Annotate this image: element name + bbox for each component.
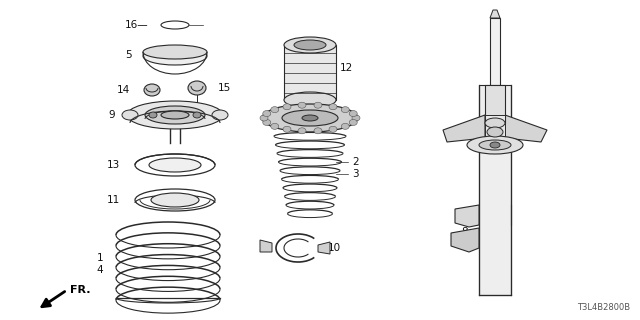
Ellipse shape — [329, 126, 337, 132]
Ellipse shape — [144, 84, 160, 96]
Ellipse shape — [349, 110, 357, 116]
Ellipse shape — [302, 115, 318, 121]
Polygon shape — [451, 228, 479, 252]
Ellipse shape — [341, 123, 349, 129]
Ellipse shape — [341, 107, 349, 113]
Ellipse shape — [282, 110, 338, 126]
Text: FR.: FR. — [70, 285, 90, 295]
Polygon shape — [260, 240, 272, 252]
Text: 13: 13 — [107, 160, 120, 170]
Bar — [485, 85, 505, 123]
Text: 1: 1 — [97, 253, 103, 263]
Bar — [485, 115, 505, 138]
Ellipse shape — [298, 128, 306, 134]
Text: 14: 14 — [116, 85, 130, 95]
Text: 4: 4 — [97, 265, 103, 275]
Polygon shape — [443, 115, 485, 142]
Text: T3L4B2800B: T3L4B2800B — [577, 303, 630, 312]
Text: 16—: 16— — [124, 20, 148, 30]
Polygon shape — [455, 205, 479, 227]
Text: 2: 2 — [352, 157, 358, 167]
Ellipse shape — [349, 119, 357, 125]
Ellipse shape — [284, 37, 336, 53]
Text: 12: 12 — [340, 63, 353, 73]
Ellipse shape — [329, 104, 337, 110]
Ellipse shape — [260, 115, 268, 121]
Ellipse shape — [127, 101, 223, 129]
Ellipse shape — [271, 123, 279, 129]
Ellipse shape — [263, 119, 271, 125]
Ellipse shape — [479, 140, 511, 150]
Ellipse shape — [193, 112, 201, 118]
Ellipse shape — [143, 45, 207, 59]
Text: 6: 6 — [461, 210, 468, 220]
Ellipse shape — [294, 40, 326, 50]
Ellipse shape — [212, 110, 228, 120]
Ellipse shape — [490, 142, 500, 148]
Text: 10: 10 — [328, 243, 341, 253]
Ellipse shape — [271, 107, 279, 113]
Ellipse shape — [188, 81, 206, 95]
Text: 9: 9 — [108, 110, 115, 120]
Text: 11: 11 — [107, 195, 120, 205]
Text: 5: 5 — [125, 50, 132, 60]
Text: 15: 15 — [218, 83, 231, 93]
Text: 3: 3 — [352, 169, 358, 179]
Ellipse shape — [149, 158, 201, 172]
Ellipse shape — [145, 106, 205, 124]
Bar — [284, 45, 336, 100]
Ellipse shape — [352, 115, 360, 121]
Ellipse shape — [485, 118, 505, 128]
Ellipse shape — [263, 110, 271, 116]
Ellipse shape — [467, 136, 523, 154]
Ellipse shape — [314, 128, 322, 134]
Ellipse shape — [122, 110, 138, 120]
Ellipse shape — [262, 104, 358, 132]
Polygon shape — [490, 10, 500, 18]
Ellipse shape — [298, 102, 306, 108]
Text: 8: 8 — [461, 227, 468, 237]
Ellipse shape — [149, 112, 157, 118]
Polygon shape — [318, 242, 330, 254]
Ellipse shape — [283, 126, 291, 132]
Ellipse shape — [284, 92, 336, 108]
Ellipse shape — [314, 102, 322, 108]
Ellipse shape — [151, 193, 199, 207]
Bar — [479, 85, 511, 295]
Bar — [490, 18, 500, 85]
Ellipse shape — [143, 47, 207, 65]
Ellipse shape — [283, 104, 291, 110]
Ellipse shape — [161, 111, 189, 119]
Polygon shape — [505, 115, 547, 142]
Ellipse shape — [487, 127, 503, 137]
